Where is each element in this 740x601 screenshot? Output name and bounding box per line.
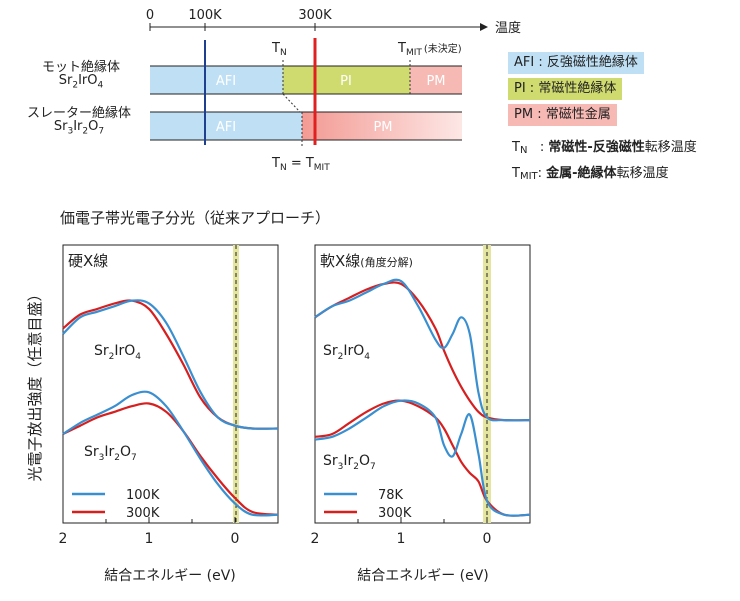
- material-formula-mott: Sr2IrO4: [58, 73, 104, 91]
- phase-label-pm: PM: [426, 74, 445, 89]
- definition-tmit: TMIT: 金属-絶縁体転移温度: [512, 166, 669, 182]
- phase-label-afi: AFI: [216, 120, 236, 135]
- spectrum-curves: [314, 278, 531, 517]
- tmit-label: TMIT (未決定): [397, 41, 462, 58]
- legend-pm: PM : 常磁性金属: [508, 104, 617, 126]
- tick-label-300K: 300K: [298, 8, 332, 23]
- panel-label: 硬X線: [68, 252, 108, 270]
- x-axis-label: 結合エネルギー (eV): [357, 568, 489, 584]
- phase-diagram: 0 100K 300K 温度 AFI PI PM TN TMIT (未決定): [146, 8, 521, 173]
- tn-connector: [282, 93, 301, 113]
- series-line-300K-Sr2IrO4: [62, 299, 279, 430]
- x-axis-label: 結合エネルギー (eV): [104, 568, 236, 584]
- tick-label-0: 0: [146, 8, 154, 23]
- spectra-panel-soft-xray: 2 1 0 軟X線(角度分解) 結合エネルギー (eV) 78K 300K: [311, 244, 531, 584]
- plot-frame: [314, 244, 531, 524]
- fermi-band: [233, 245, 239, 523]
- tn-label: TN: [271, 41, 287, 58]
- phase-bar-sr2iro4: AFI PI PM: [150, 60, 462, 95]
- legend-afi: AFI : 反強磁性絶縁体: [508, 52, 644, 74]
- legend-label-warm: 300K: [378, 506, 412, 521]
- x-ticks: 2 1 0: [59, 517, 279, 547]
- x-ticks: 2 1 0: [311, 517, 531, 547]
- tn-equals-tmit-label: TN = TMIT: [271, 156, 330, 173]
- series-line-78K-Sr2IrO4: [314, 278, 531, 422]
- x-tick-label: 2: [311, 531, 320, 547]
- spectra-panel-hard-xray: 2 1 0 硬X線 結合エネルギー (eV) 100K 300K: [59, 244, 279, 584]
- phase-afi-region: [150, 66, 283, 94]
- fermi-band: [483, 245, 491, 523]
- x-tick-label: 1: [397, 531, 406, 547]
- temperature-axis-arrow: [480, 23, 488, 31]
- x-tick-label: 0: [483, 531, 492, 547]
- phase-pm-region: [302, 112, 462, 140]
- temperature-axis-title: 温度: [495, 20, 521, 36]
- series-line-78K-Sr3Ir2O7: [314, 399, 531, 517]
- x-tick-label: 0: [231, 531, 240, 547]
- series-line-100K-Sr3Ir2O7: [62, 390, 279, 517]
- sample-label-sr2iro4: Sr2IrO4: [323, 343, 371, 362]
- legend-label-cold: 78K: [378, 488, 404, 503]
- sample-label-sr2iro4: Sr2IrO4: [94, 343, 142, 362]
- x-tick-label: 2: [59, 531, 68, 547]
- material-name-slater: スレーター絶縁体: [26, 106, 131, 121]
- definition-tn: TN : 常磁性-反強磁性転移温度: [512, 140, 697, 156]
- series-line-300K-Sr3Ir2O7: [62, 402, 279, 516]
- series-line-300K-Sr3Ir2O7: [314, 399, 531, 517]
- spectra-title: 価電子帯光電子分光（従来アプローチ）: [60, 209, 330, 227]
- phase-label-pi: PI: [340, 74, 352, 89]
- phase-label-afi: AFI: [216, 74, 236, 89]
- spectrum-curves: [62, 299, 279, 517]
- sample-label-sr3ir2o7: Sr3Ir2O7: [323, 453, 376, 472]
- y-axis-label: 光電子放出強度（任意目盛）: [26, 286, 44, 481]
- material-formula-slater: Sr3Ir2O7: [53, 119, 105, 137]
- phase-label-pm: PM: [373, 120, 392, 135]
- legend-label-cold: 100K: [126, 488, 160, 503]
- series-line-300K-Sr2IrO4: [314, 281, 531, 422]
- phase-bar-sr3ir2o7: AFI PM: [150, 111, 462, 148]
- plot-frame: [62, 244, 279, 524]
- sample-label-sr3ir2o7: Sr3Ir2O7: [84, 444, 137, 463]
- phase-afi-region: [150, 112, 302, 140]
- tick-label-100K: 100K: [188, 8, 222, 23]
- phase-pm-region: [410, 66, 462, 94]
- material-name-mott: モット絶縁体: [41, 60, 120, 75]
- phase-pi-region: [283, 66, 410, 94]
- series-line-100K-Sr2IrO4: [62, 299, 279, 430]
- x-tick-label: 1: [145, 531, 154, 547]
- legend-label-warm: 300K: [126, 506, 160, 521]
- legend-pi: PI : 常磁性絶縁体: [508, 78, 623, 100]
- panel-label: 軟X線(角度分解): [320, 252, 413, 270]
